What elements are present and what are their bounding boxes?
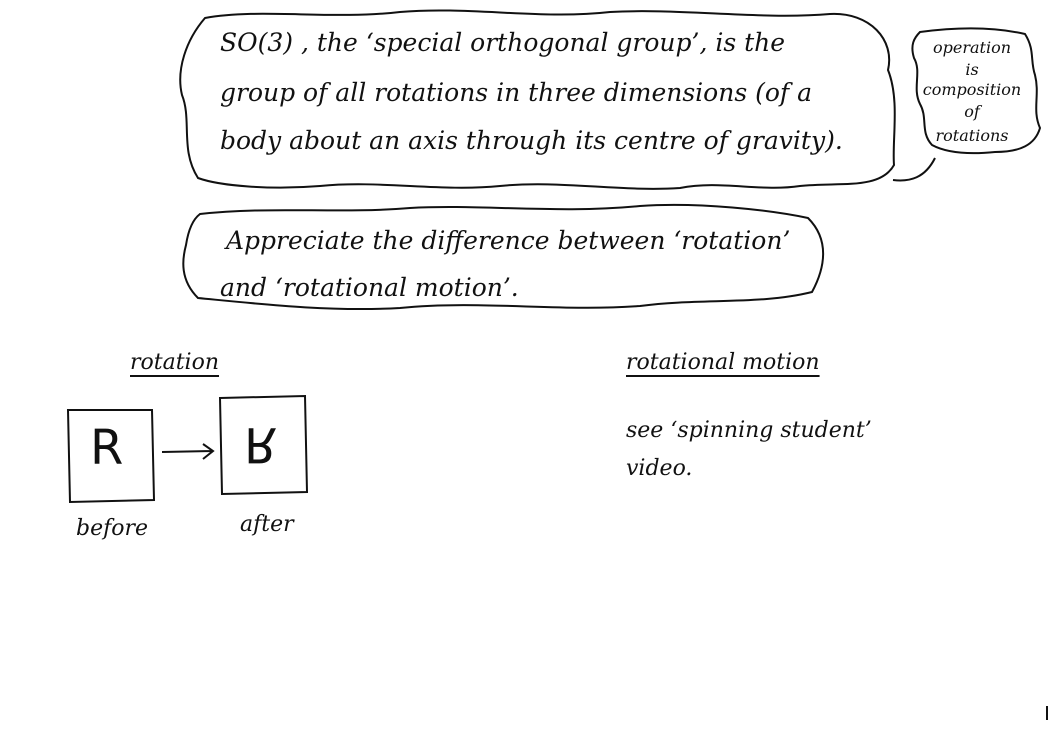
difference-note-line-1: Appreciate the difference between ‘rotat…	[226, 226, 791, 255]
side-note-line-1: operation	[932, 38, 1011, 57]
side-note-line-5: rotations	[935, 126, 1009, 145]
side-note-connector	[892, 157, 936, 182]
motion-note-line-1: see ‘spinning student’	[626, 418, 872, 443]
after-label: after	[240, 512, 294, 537]
before-box	[66, 409, 156, 504]
after-letter-rotated: R	[244, 416, 278, 472]
main-note-bubble	[179, 9, 896, 190]
side-note-line-4: of	[964, 102, 980, 121]
rotation-heading: rotation	[130, 350, 220, 375]
side-note-line-3: composition	[922, 80, 1022, 99]
after-box	[218, 394, 309, 496]
motion-note-line-2: video.	[626, 456, 693, 481]
before-label: before	[76, 516, 149, 541]
arrow-icon	[161, 443, 215, 460]
side-note-line-2: is	[965, 60, 979, 79]
difference-note-line-2: and ‘rotational motion’.	[220, 273, 519, 302]
before-letter: R	[90, 420, 124, 476]
main-note-line-3: body about an axis through its centre of…	[220, 126, 843, 155]
side-note-bubble	[911, 27, 1042, 155]
main-note-line-1: SO(3) , the ‘special orthogonal group’, …	[220, 28, 786, 57]
difference-note-bubble	[182, 203, 825, 311]
main-note-line-2: group of all rotations in three dimensio…	[220, 78, 813, 107]
rotational-motion-heading: rotational motion	[626, 350, 820, 375]
